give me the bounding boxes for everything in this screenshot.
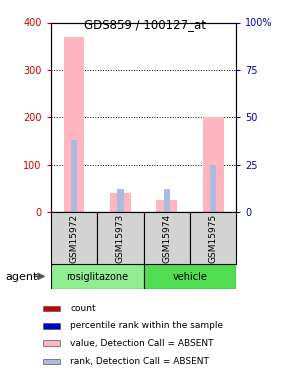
Bar xyxy=(97,212,144,264)
Text: rank, Detection Call = ABSENT: rank, Detection Call = ABSENT xyxy=(70,357,209,366)
Text: value, Detection Call = ABSENT: value, Detection Call = ABSENT xyxy=(70,339,214,348)
Bar xyxy=(190,212,236,264)
Text: vehicle: vehicle xyxy=(173,272,207,282)
Text: count: count xyxy=(70,304,96,313)
Bar xyxy=(110,193,131,212)
Text: GSM15973: GSM15973 xyxy=(116,213,125,263)
Bar xyxy=(164,189,170,212)
Bar xyxy=(144,264,236,289)
Text: percentile rank within the sample: percentile rank within the sample xyxy=(70,321,223,330)
Text: rosiglitazone: rosiglitazone xyxy=(66,272,128,282)
Bar xyxy=(51,212,97,264)
Text: GSM15974: GSM15974 xyxy=(162,214,171,262)
Bar xyxy=(156,200,177,212)
Bar xyxy=(117,189,124,212)
Bar xyxy=(51,264,144,289)
Bar xyxy=(210,165,216,212)
Bar xyxy=(43,306,60,311)
Text: agent: agent xyxy=(6,272,38,282)
Bar xyxy=(64,37,84,212)
Bar xyxy=(43,340,60,346)
Text: GDS859 / 100127_at: GDS859 / 100127_at xyxy=(84,18,206,31)
Bar xyxy=(203,117,224,212)
Bar xyxy=(43,323,60,328)
Text: GSM15975: GSM15975 xyxy=(209,213,218,263)
Bar xyxy=(43,358,60,364)
Bar xyxy=(144,212,190,264)
Bar xyxy=(71,140,77,212)
Text: GSM15972: GSM15972 xyxy=(69,214,79,262)
